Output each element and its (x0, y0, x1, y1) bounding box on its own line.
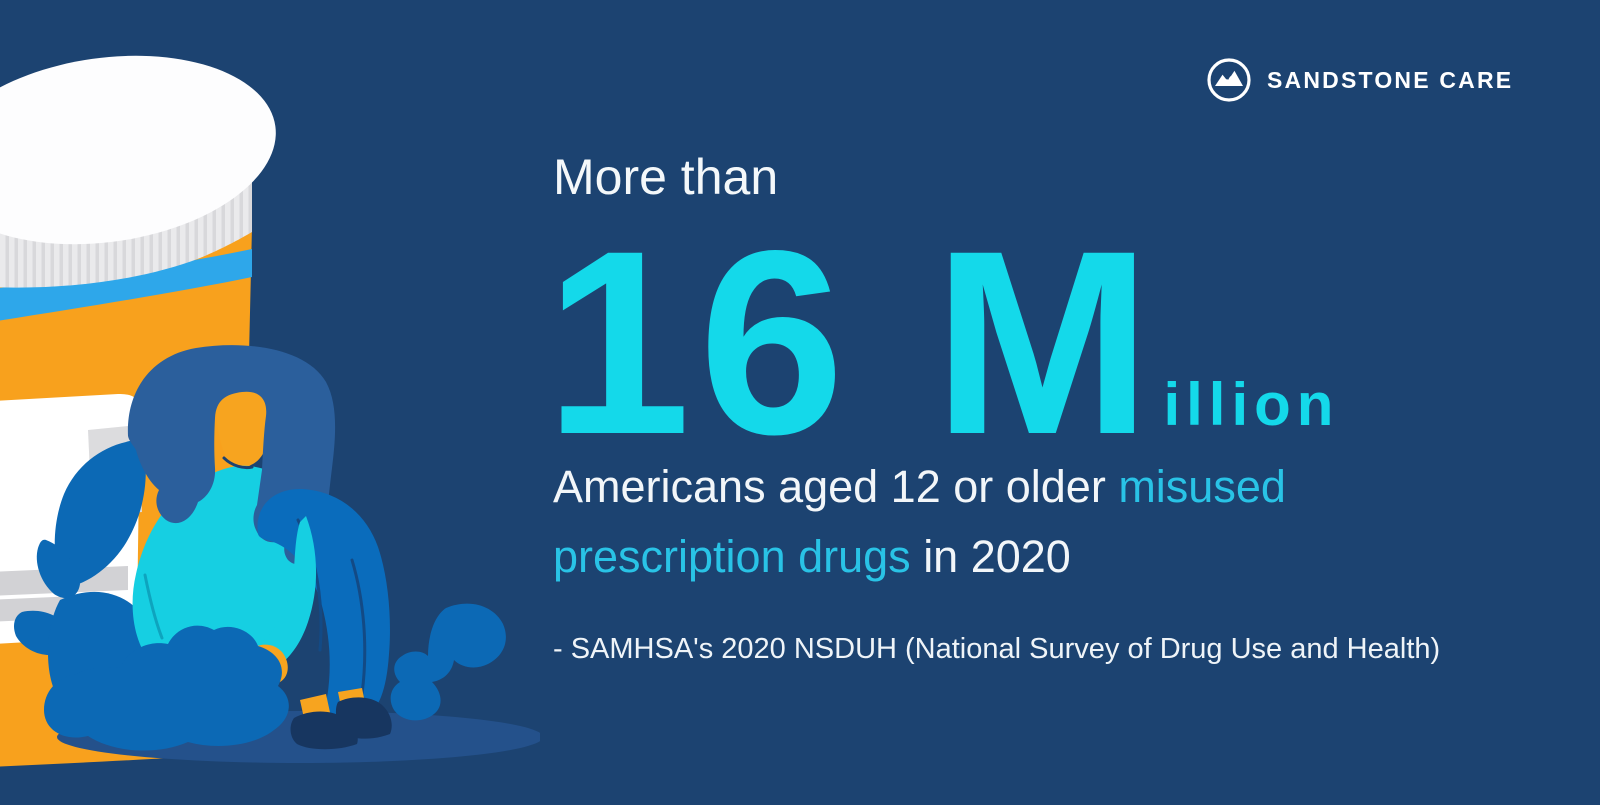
brand: SANDSTONE CARE (1206, 56, 1513, 104)
stat-number: 16 M (545, 196, 1160, 489)
person-illustration (127, 345, 392, 750)
statement-line-2: prescription drugs in 2020 (553, 531, 1071, 582)
front-leaves (44, 625, 289, 751)
pill-bottle-blue-stripe (0, 249, 252, 321)
brand-name: SANDSTONE CARE (1267, 66, 1514, 93)
stat-number-suffix: illion (1163, 371, 1340, 438)
stat-row: 16 Million (545, 212, 1339, 474)
source-citation: - SAMHSA's 2020 NSDUH (National Survey o… (553, 633, 1441, 665)
headline-lead: More than (553, 149, 779, 205)
mountain-logo-icon (1207, 58, 1251, 102)
highlight-misused: misused (1118, 461, 1286, 512)
person-face (216, 390, 272, 482)
left-leaves (14, 440, 150, 700)
person-pants (257, 488, 390, 717)
highlight-prescription-drugs: prescription drugs (553, 531, 924, 582)
sweater-fold-line (143, 573, 164, 640)
pill-bottle-cap-top (0, 55, 276, 245)
pants-crease-2 (350, 558, 367, 696)
person-shoes (290, 697, 392, 750)
illustration (0, 0, 543, 800)
statement-line-1: Americans aged 12 or older misused (553, 461, 1286, 512)
right-leaf-cluster (390, 603, 506, 721)
statement: Americans aged 12 or older misused presc… (553, 452, 1286, 592)
illustration-svg (0, 55, 543, 767)
person-chin-line (222, 456, 254, 470)
person-arm (247, 516, 317, 674)
